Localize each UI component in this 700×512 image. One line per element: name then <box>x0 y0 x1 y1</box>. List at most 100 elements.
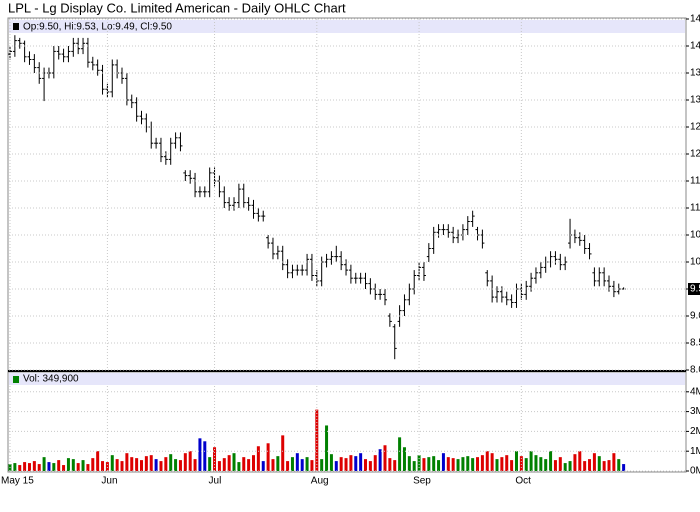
y-tick-label: 13.00 <box>690 95 700 106</box>
y-tick-label: 10.00 <box>690 257 700 268</box>
volume-bar <box>62 465 66 471</box>
volume-bar <box>222 458 226 471</box>
volume-bar <box>232 453 236 471</box>
volume-bar <box>446 457 450 471</box>
volume-bar <box>359 453 363 471</box>
volume-bar <box>461 457 465 471</box>
volume-bar <box>378 449 382 471</box>
volume-bar <box>325 425 329 471</box>
volume-bar <box>383 445 387 471</box>
volume-bar <box>52 463 56 471</box>
volume-bar <box>174 459 178 471</box>
volume-bar <box>539 457 543 471</box>
y-tick-label: 8.00 <box>690 365 700 376</box>
volume-bar <box>295 453 299 471</box>
volume-bar <box>422 458 426 471</box>
volume-bar <box>290 457 294 471</box>
y-tick-label: 4M <box>690 386 700 397</box>
volume-bar <box>364 459 368 471</box>
y-tick-label: 14.50 <box>690 14 700 25</box>
volume-bar <box>110 455 114 471</box>
y-tick-label: 12.00 <box>690 149 700 160</box>
marks <box>8 35 626 471</box>
x-tick-label: Jul <box>209 476 222 487</box>
volume-bar <box>139 460 143 471</box>
volume-bar <box>178 460 182 471</box>
volume-bar <box>402 447 406 471</box>
volume-bar <box>597 456 601 471</box>
volume-bar <box>261 461 265 471</box>
volume-bar <box>252 455 255 471</box>
volume-bar <box>66 458 70 471</box>
volume-bar <box>388 458 392 471</box>
info-icon <box>13 23 19 30</box>
volume-bar <box>13 463 17 471</box>
volume-bar <box>237 462 241 471</box>
volume-bar <box>485 451 489 471</box>
volume-bar <box>188 451 192 471</box>
volume-bar <box>500 457 504 471</box>
volume-bar <box>23 462 27 471</box>
volume-bar <box>456 459 460 471</box>
y-tick-label: 12.50 <box>690 122 700 133</box>
volume-bar <box>27 463 31 471</box>
volume-bar <box>592 453 596 471</box>
volume-bar <box>529 451 533 471</box>
y-tick-label: 2M <box>690 426 700 437</box>
volume-bar <box>208 457 212 471</box>
volume-bar <box>505 455 509 471</box>
volume-info-bar <box>9 373 685 385</box>
volume-bar <box>300 459 304 471</box>
volume-bar <box>57 460 61 471</box>
y-tick-label: 0M <box>690 466 700 477</box>
volume-bar <box>320 459 324 471</box>
volume-bar <box>578 451 582 471</box>
volume-bar <box>227 455 231 471</box>
volume-bar <box>76 463 80 471</box>
volume-bar <box>183 453 187 471</box>
volume-bar <box>286 461 290 471</box>
volume-bar <box>42 457 46 471</box>
volume-bar <box>583 461 587 471</box>
volume-bar <box>602 461 606 471</box>
volume-bar <box>553 460 557 471</box>
chart-title: LPL - Lg Display Co. Limited American - … <box>8 0 346 15</box>
y-tick-label: 13.50 <box>690 68 700 79</box>
volume-bar <box>514 451 518 471</box>
volume-bar <box>437 460 441 471</box>
volume-bar <box>217 461 221 471</box>
volume-info: Vol: 349,900 <box>23 374 79 385</box>
y-tick-label: 8.50 <box>690 338 700 349</box>
volume-bar <box>247 459 251 471</box>
volume-bar <box>544 459 548 471</box>
volume-bar <box>86 464 90 471</box>
volume-bar <box>329 454 333 471</box>
volume-icon <box>13 376 19 383</box>
x-tick-label: Jun <box>101 476 117 487</box>
volume-bar <box>120 461 124 471</box>
volume-bar <box>563 463 567 471</box>
last-price-label: 9.50 <box>690 284 700 295</box>
volume-bar <box>393 460 397 471</box>
volume-bar <box>213 447 217 471</box>
volume-bar <box>432 456 436 471</box>
volume-bar <box>558 457 562 471</box>
volume-bar <box>154 459 158 471</box>
volume-bar <box>164 457 168 471</box>
volume-bar <box>451 458 455 471</box>
x-tick-label: Sep <box>413 476 431 487</box>
volume-bar <box>144 456 148 471</box>
volume-bar <box>466 456 470 471</box>
volume-bar <box>47 462 51 471</box>
volume-bar <box>266 443 270 471</box>
y-tick-label: 14.00 <box>690 41 700 52</box>
info-bar <box>9 20 685 33</box>
volume-bar <box>130 457 134 471</box>
volume-bar <box>18 465 22 471</box>
volume-bar <box>349 455 353 471</box>
volume-bar <box>373 455 377 471</box>
volume-bar <box>125 453 129 471</box>
volume-bar <box>271 459 275 471</box>
x-tick-label: Oct <box>515 476 531 487</box>
volume-bar <box>412 461 416 471</box>
